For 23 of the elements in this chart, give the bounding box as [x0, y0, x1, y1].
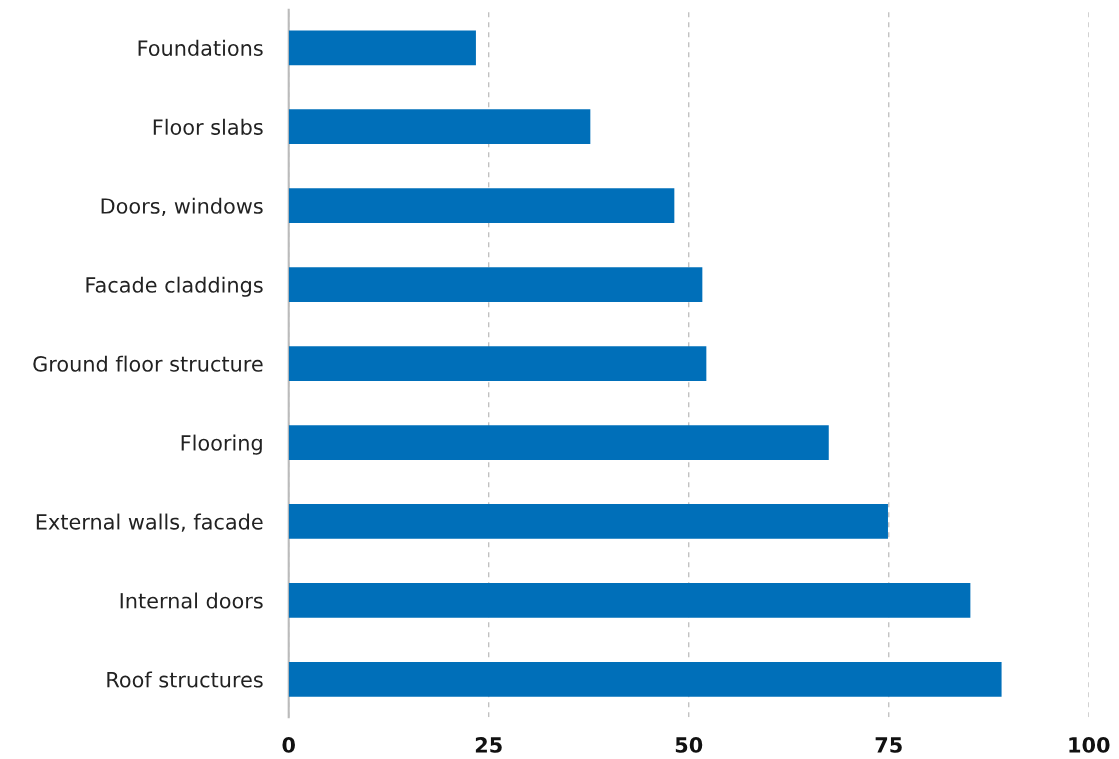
- y-tick-label: Internal doors: [120, 592, 263, 609]
- x-tick-label: 75: [875, 737, 902, 753]
- x-tick-label: 100: [1069, 737, 1110, 753]
- y-tick-label: Facade claddings: [86, 276, 263, 297]
- bar: [288, 188, 675, 224]
- y-tick-label: External walls, facade: [36, 513, 263, 532]
- y-tick-label: Flooring: [181, 434, 262, 455]
- bar: [288, 346, 707, 381]
- bar: [288, 661, 1002, 697]
- x-tick-label: 50: [675, 737, 703, 753]
- y-tick-label: Ground floor structure: [33, 355, 263, 372]
- bar: [288, 30, 476, 66]
- bar: [288, 267, 703, 302]
- bar: [288, 425, 829, 460]
- y-tick-label: Foundations: [138, 39, 263, 56]
- x-tick-label: 0: [282, 737, 295, 753]
- y-tick-label: Doors, windows: [101, 197, 263, 216]
- bar: [288, 109, 591, 145]
- y-tick-label: Floor slabs: [153, 118, 263, 135]
- x-tick-label: 25: [475, 737, 502, 753]
- y-tick-label: Roof structures: [107, 671, 263, 688]
- bar: [288, 504, 888, 539]
- bar: [288, 583, 971, 618]
